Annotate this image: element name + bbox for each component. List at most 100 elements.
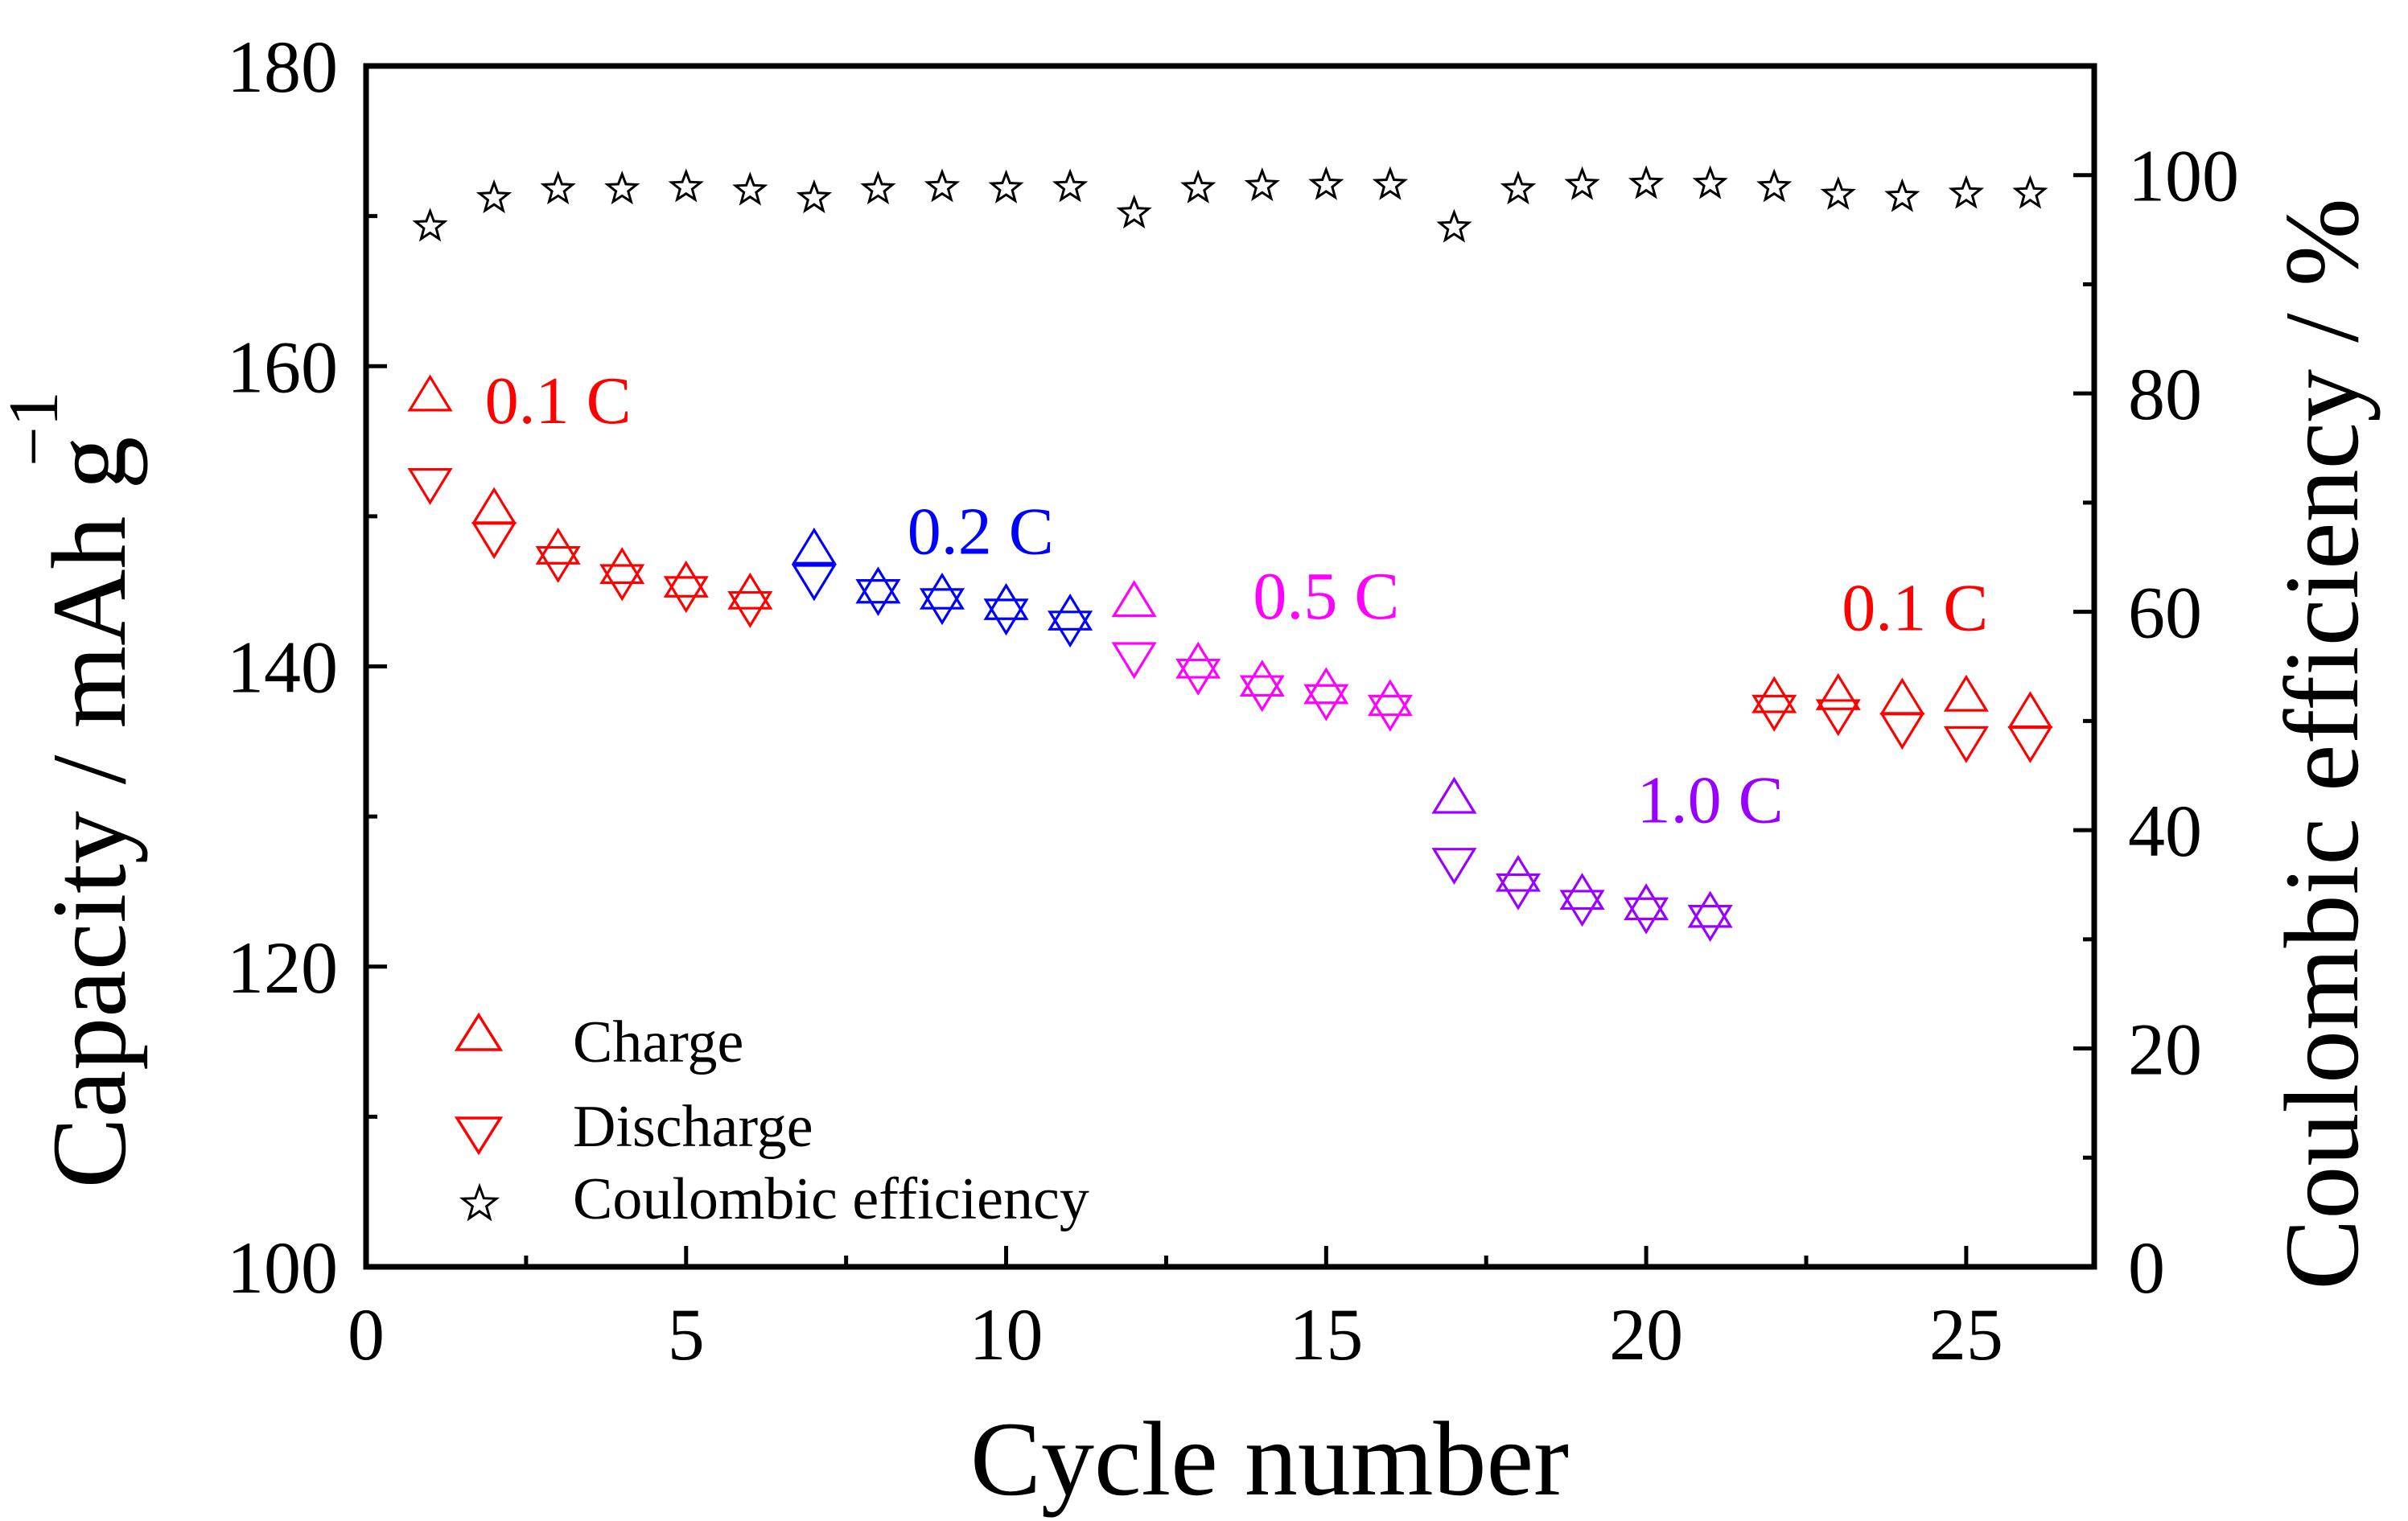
rate-label: 0.1 C (1842, 571, 1988, 646)
rate-annotations: 0.1 C 0.2 C 0.5 C 1.0 C 0.1 C (485, 364, 1989, 837)
discharge-point (1303, 684, 1349, 721)
legend-discharge-marker (454, 1116, 504, 1156)
legend-efficiency-star-marker (459, 1182, 500, 1222)
discharge-point (1367, 694, 1413, 732)
rate-label: 1.0 C (1637, 763, 1784, 838)
x-axis-title: Cycle number (970, 1400, 1569, 1518)
efficiency-point (1628, 165, 1665, 199)
discharge-point (1495, 873, 1542, 911)
legend-discharge-label: Discharge (573, 1094, 813, 1160)
charge-point (1815, 672, 1861, 710)
efficiency-point (796, 179, 833, 214)
discharge-point (983, 598, 1029, 636)
y2-tick-label: 60 (2128, 572, 2202, 654)
efficiency-point (1244, 167, 1280, 202)
tick-labels: 0 5 10 15 20 25 100 120 140 160 180 0 20 40 60 80 100 (227, 26, 2239, 1375)
charge-point (919, 572, 965, 610)
discharge-point (791, 564, 837, 602)
legend-charge-marker (454, 1012, 504, 1051)
charge-point (1687, 890, 1733, 928)
rate-label: 0.5 C (1253, 559, 1399, 634)
rate-label: 0.1 C (485, 364, 632, 438)
discharge-point (1111, 642, 1157, 680)
y2-tick-label: 40 (2128, 790, 2202, 872)
tick-marks (364, 64, 2094, 1269)
charge-point (1431, 776, 1477, 814)
efficiency-point (1756, 168, 1793, 203)
x-tick-label: 20 (1609, 1293, 1683, 1375)
legend-charge-label: Charge (573, 1009, 743, 1075)
discharge-point (663, 576, 709, 614)
efficiency-point (1116, 194, 1152, 229)
efficiency-point (1052, 168, 1089, 203)
efficiency-point (924, 168, 961, 203)
discharge-point (1879, 713, 1925, 750)
discharge-point (599, 564, 645, 602)
discharge-point (727, 590, 773, 628)
efficiency-point (1564, 166, 1600, 200)
efficiency-point (1372, 166, 1409, 200)
charge-point (791, 527, 837, 565)
charge-point (1624, 883, 1669, 921)
y-axis-title-group: Capacity / mAh g −1 (0, 391, 148, 1188)
y-axis-title-superscript: −1 (0, 391, 73, 467)
charge-point (1943, 674, 1989, 712)
charge-point (1239, 660, 1285, 697)
discharge-point (919, 588, 965, 626)
charge-point (1111, 580, 1157, 618)
efficiency-point (1692, 165, 1728, 199)
efficiency-point (1500, 171, 1537, 205)
charge-point (855, 566, 901, 604)
efficiency-point (412, 208, 448, 242)
discharge-point (1815, 699, 1861, 737)
charge-point (407, 374, 453, 412)
discharge-point (855, 579, 901, 616)
discharge-point (1239, 675, 1285, 713)
legend-efficiency-label: Coulombic efficiency (573, 1166, 1089, 1232)
x-tick-label: 25 (1929, 1293, 2003, 1375)
efficiency-point (1436, 208, 1472, 243)
efficiency-point (732, 171, 768, 206)
y-tick-label: 120 (227, 927, 338, 1009)
data-points (407, 165, 2053, 942)
discharge-point (407, 467, 453, 505)
y-tick-label: 180 (227, 26, 338, 108)
discharge-point (1431, 848, 1477, 886)
efficiency-point (2012, 175, 2048, 209)
x-tick-label: 10 (969, 1293, 1043, 1375)
discharge-point (1751, 694, 1797, 732)
discharge-point (1943, 726, 1989, 763)
discharge-point (1048, 610, 1093, 648)
y2-axis-title: Coulombic efficiency / % (2262, 198, 2381, 1290)
x-tick-label: 0 (348, 1293, 385, 1375)
efficiency-point (860, 171, 896, 205)
efficiency-point (1884, 178, 1920, 212)
y2-tick-label: 80 (2128, 353, 2202, 435)
efficiency-point (1308, 166, 1344, 200)
efficiency-point (1820, 175, 1856, 210)
legend: Charge Discharge Coulombic efficiency (454, 1009, 1089, 1232)
y2-tick-label: 0 (2128, 1227, 2165, 1309)
discharge-point (1175, 658, 1221, 696)
y2-tick-label: 100 (2128, 135, 2239, 217)
rate-label: 0.2 C (908, 495, 1054, 569)
discharge-point (471, 522, 517, 560)
efficiency-point (988, 169, 1024, 203)
charge-point (663, 560, 709, 598)
y-tick-label: 160 (227, 326, 338, 408)
discharge-point (1559, 890, 1605, 927)
y2-tick-label: 20 (2128, 1009, 2202, 1091)
efficiency-point (540, 171, 576, 205)
efficiency-point (1948, 175, 1985, 209)
x-tick-label: 15 (1289, 1293, 1363, 1375)
charge-point (983, 582, 1029, 620)
discharge-point (1687, 905, 1733, 942)
efficiency-point (475, 179, 512, 214)
y-tick-label: 140 (227, 627, 338, 709)
efficiency-point (1180, 169, 1216, 203)
x-tick-label: 5 (668, 1293, 705, 1375)
discharge-point (535, 545, 581, 583)
discharge-point (1624, 897, 1669, 935)
efficiency-point (668, 168, 704, 203)
